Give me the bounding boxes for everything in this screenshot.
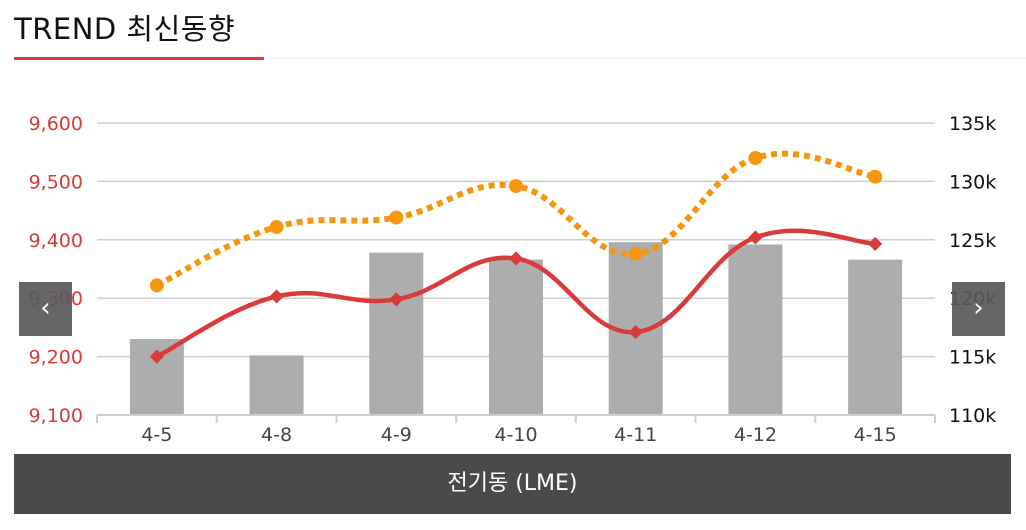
point-red bbox=[868, 236, 883, 251]
bar bbox=[848, 259, 903, 415]
bar bbox=[249, 355, 304, 415]
point-red bbox=[628, 325, 643, 340]
trend-chart: 9,1009,2009,3009,4009,5009,600110k115k12… bbox=[29, 113, 997, 446]
point-orange bbox=[628, 246, 643, 261]
bar bbox=[489, 259, 543, 415]
title-underline bbox=[14, 57, 264, 60]
point-orange bbox=[868, 169, 883, 184]
point-red bbox=[389, 292, 404, 307]
right-axis-tick-label: 110k bbox=[949, 405, 996, 427]
prev-button[interactable]: ‹ bbox=[19, 282, 72, 336]
point-orange bbox=[509, 179, 523, 194]
page-title: TREND 최신동향 bbox=[14, 12, 236, 46]
next-button[interactable]: › bbox=[952, 282, 1005, 336]
x-axis-tick-label: 4-5 bbox=[141, 424, 172, 446]
point-orange bbox=[149, 278, 164, 293]
point-orange bbox=[269, 219, 284, 234]
x-axis-tick-label: 4-15 bbox=[854, 424, 897, 446]
x-axis-tick-label: 4-11 bbox=[614, 424, 657, 446]
point-red bbox=[748, 230, 763, 245]
chevron-right-icon: › bbox=[973, 293, 984, 323]
bar bbox=[369, 252, 424, 415]
left-axis-tick-label: 9,600 bbox=[29, 113, 83, 135]
left-axis-tick-label: 9,200 bbox=[29, 347, 83, 369]
left-axis-tick-label: 9,400 bbox=[29, 230, 83, 252]
point-orange bbox=[748, 151, 763, 166]
point-red bbox=[269, 289, 284, 304]
chevron-left-icon: ‹ bbox=[40, 293, 51, 323]
right-axis-tick-label: 115k bbox=[949, 347, 996, 369]
bar bbox=[728, 244, 783, 415]
right-axis-tick-label: 135k bbox=[949, 113, 996, 135]
point-red bbox=[149, 349, 164, 364]
left-axis-tick-label: 9,500 bbox=[29, 171, 83, 193]
header: TREND 최신동향 bbox=[0, 0, 1026, 60]
x-axis-tick-label: 4-12 bbox=[734, 424, 777, 446]
right-axis-tick-label: 125k bbox=[949, 230, 996, 252]
point-orange bbox=[389, 210, 404, 225]
chart-caption: 전기동 (LME) bbox=[14, 454, 1011, 514]
x-axis-tick-label: 4-8 bbox=[261, 424, 292, 446]
x-axis-tick-label: 4-9 bbox=[381, 424, 412, 446]
right-axis-tick-label: 130k bbox=[949, 171, 996, 193]
x-axis-tick-label: 4-10 bbox=[494, 424, 537, 446]
left-axis-tick-label: 9,100 bbox=[29, 405, 83, 427]
point-red bbox=[508, 251, 524, 266]
header-divider bbox=[264, 58, 1026, 59]
